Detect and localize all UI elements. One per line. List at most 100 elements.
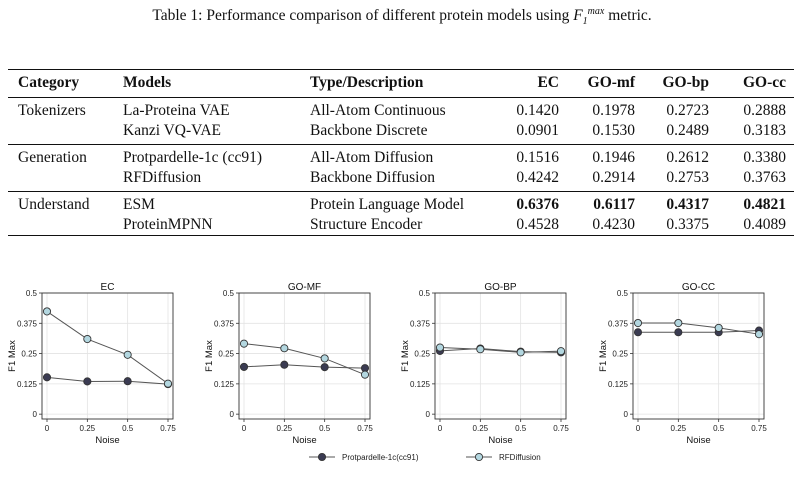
plot-frame [41, 292, 174, 420]
value-cell: 0.2888 [743, 102, 786, 119]
noise-charts: 0 0.125 0.25 0.375 0.5 0 0.25 0.5 0.75 EC Noise F1 … [7, 283, 767, 462]
x-tick-label: 0.5 [713, 424, 725, 433]
y-tick-label: 0.5 [26, 289, 38, 298]
value-cell: 0.2753 [643, 168, 717, 192]
category-cell-empty [8, 215, 113, 236]
header-go-cc: GO-cc [717, 69, 794, 98]
value-cell: 0.4089 [717, 215, 794, 236]
category-cell-empty [8, 168, 113, 192]
data-point [239, 339, 249, 348]
value-cell: 0.4528 [497, 215, 567, 236]
y-tick-label: 0.25 [21, 350, 37, 359]
x-tick-label: 0.25 [80, 424, 96, 433]
chart-panel-ec: 0 0.125 0.25 0.375 0.5 0 0.25 0.5 0.75 EC Noise F1 … [7, 283, 176, 446]
value-cell: 0.4242 [497, 168, 567, 192]
category-cell: Generation [18, 149, 87, 166]
value-cell: 0.6376 [516, 196, 559, 213]
data-point [123, 350, 132, 359]
chart-panel-go-mf: 0 0.125 0.25 0.375 0.5 0 0.25 0.5 0.75 GO-MF Noise… [204, 283, 373, 446]
category-cell: Tokenizers [18, 102, 86, 119]
legend-marker [317, 452, 327, 462]
series-line [638, 322, 760, 335]
y-axis-label: F1 Max [204, 340, 215, 372]
plot-frame [238, 292, 371, 420]
data-point [714, 323, 723, 332]
table-row: Tokenizers La-Proteina VAE All-Atom Contin… [8, 98, 794, 122]
caption-metric-sub: 1 [582, 16, 588, 28]
x-tick-label: 0.25 [473, 424, 489, 433]
y-tick-label: 0.5 [617, 289, 629, 298]
data-point [476, 345, 485, 354]
caption-metric-sup: max [587, 6, 605, 17]
series-line [46, 376, 169, 385]
value-cell: 0.3183 [717, 121, 794, 145]
table-row: ProteinMPNN Structure Encoder 0.4528 0.4230… [8, 215, 794, 236]
y-tick-label: 0.375 [608, 319, 629, 328]
value-cell: 0.0901 [497, 121, 567, 145]
series-line [243, 343, 366, 376]
value-cell: 0.4230 [567, 215, 643, 236]
data-point [280, 360, 289, 369]
header-category: Category [8, 69, 113, 98]
caption-metric-base: F [573, 7, 583, 25]
model-cell: ESM [123, 196, 155, 213]
data-point [42, 307, 52, 316]
value-cell: 0.2489 [643, 121, 717, 145]
x-tick-label: 0.75 [357, 424, 373, 433]
data-point [516, 348, 525, 357]
y-tick-label: 0.25 [218, 350, 234, 359]
y-axis-label: F1 Max [400, 340, 411, 372]
y-tick-label: 0.375 [17, 319, 38, 328]
legend-label: Protpardelle-1c(cc91) [342, 453, 419, 462]
data-point [320, 363, 329, 372]
x-tick-label: 0.75 [160, 424, 176, 433]
value-cell: 0.3763 [717, 168, 794, 192]
x-axis-label: Noise [292, 435, 316, 446]
data-point [280, 344, 289, 353]
value-cell: 0.3375 [643, 215, 717, 236]
data-point [556, 347, 566, 356]
y-tick-label: 0.375 [410, 319, 431, 328]
x-axis-label: Noise [95, 435, 119, 446]
y-tick-label: 0 [230, 410, 235, 419]
y-axis-label: F1 Max [598, 340, 609, 372]
y-tick-label: 0.125 [608, 380, 629, 389]
x-tick-label: 0.5 [122, 424, 134, 433]
data-point [674, 318, 683, 328]
chart-legend: Protpardelle-1c(cc91) RFDiffusion [309, 452, 541, 462]
value-cell: 0.1420 [516, 102, 559, 119]
y-tick-label: 0.375 [214, 319, 235, 328]
y-tick-label: 0 [426, 410, 431, 419]
x-tick-label: 0.5 [319, 424, 331, 433]
table-row: Kanzi VQ-VAE Backbone Discrete 0.0901 0.153… [8, 121, 794, 145]
value-cell: 0.1946 [592, 149, 635, 166]
table-row: Understand ESM Protein Language Model 0.637… [8, 192, 794, 216]
y-tick-label: 0.25 [414, 350, 430, 359]
plot-frame [434, 292, 567, 420]
model-cell: La-Proteina VAE [123, 102, 230, 119]
type-cell: Structure Encoder [300, 215, 497, 236]
legend-label: RFDiffusion [499, 453, 541, 462]
x-axis-label: Noise [686, 435, 710, 446]
y-tick-label: 0.5 [223, 289, 235, 298]
data-point [42, 373, 52, 382]
model-cell: RFDiffusion [113, 168, 300, 192]
data-point [83, 334, 92, 344]
data-point [435, 343, 445, 352]
x-tick-label: 0.25 [277, 424, 293, 433]
category-cell-empty [8, 121, 113, 145]
y-tick-label: 0 [624, 410, 629, 419]
value-cell: 0.4821 [743, 196, 786, 213]
y-tick-label: 0.125 [214, 380, 235, 389]
data-point [239, 362, 249, 371]
value-cell: 0.1978 [592, 102, 635, 119]
chart-panel-go-cc: 0 0.125 0.25 0.375 0.5 0 0.25 0.5 0.75 GO-CC Noise… [598, 283, 767, 446]
value-cell: 0.4317 [666, 196, 709, 213]
value-cell: 0.2914 [567, 168, 643, 192]
x-tick-label: 0.5 [515, 424, 527, 433]
header-type: Type/Description [300, 69, 497, 98]
type-cell: All-Atom Continuous [310, 102, 446, 119]
model-cell: Protpardelle-1c (cc91) [123, 149, 263, 166]
type-cell: Backbone Diffusion [300, 168, 497, 192]
table-row: RFDiffusion Backbone Diffusion 0.4242 0.291… [8, 168, 794, 192]
